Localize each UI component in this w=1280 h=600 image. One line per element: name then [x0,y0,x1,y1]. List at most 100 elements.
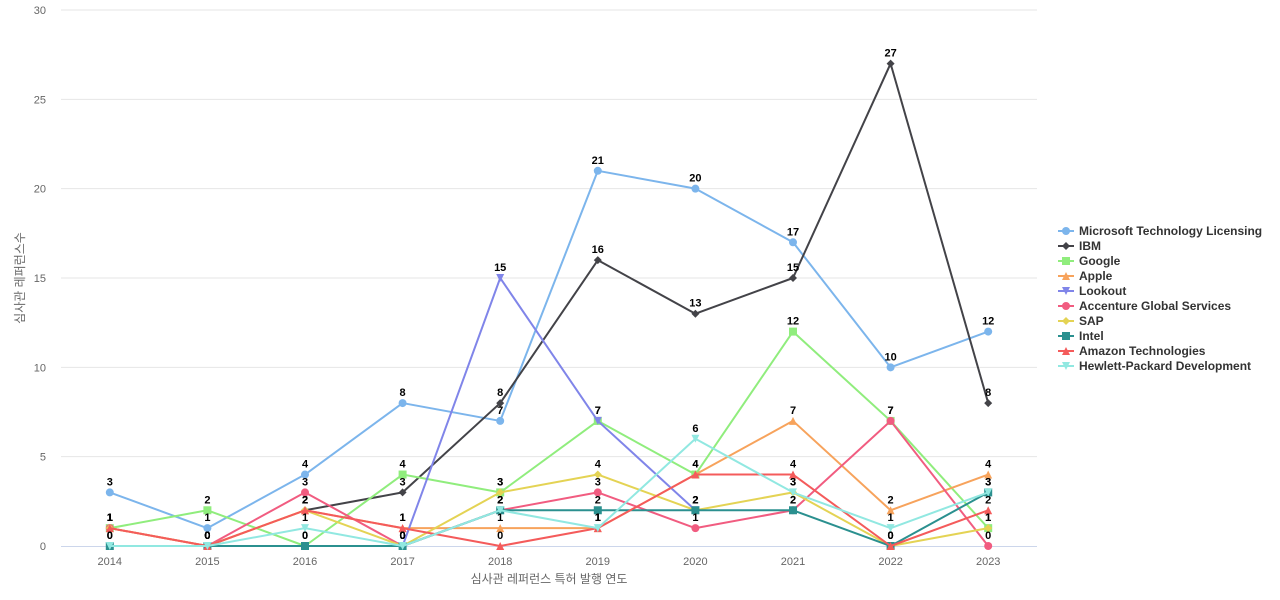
data-point [984,488,993,497]
legend-marker [1062,302,1070,310]
data-point [496,524,505,533]
data-point [886,524,895,533]
legend-item: Hewlett-Packard Development [1058,359,1251,373]
data-point [398,488,407,497]
data-label: 8 [985,387,991,399]
y-tick-label: 20 [34,184,46,196]
legend-marker [1062,347,1070,355]
data-label: 3 [595,476,601,488]
legend-label: Amazon Technologies [1079,344,1206,358]
data-point [886,416,895,425]
x-tick-label: 2022 [878,556,902,568]
data-label: 2 [692,494,698,506]
x-tick-label: 2014 [98,556,122,568]
data-point [691,524,700,533]
data-label: 1 [107,512,113,524]
data-label: 0 [400,530,406,542]
data-point [984,524,993,533]
data-point [593,166,602,175]
data-label: 1 [595,512,601,524]
data-label: 7 [497,405,503,417]
data-label: 2 [790,494,796,506]
data-label: 0 [107,530,113,542]
data-point [984,542,993,550]
data-label: 2 [692,494,698,506]
legend-item: Lookout [1058,284,1126,298]
data-label: 1 [985,512,991,524]
data-label: 2 [985,494,991,506]
data-label: 6 [692,423,698,435]
legend-item: Accenture Global Services [1058,299,1231,313]
data-point [984,506,993,515]
data-point [789,488,797,497]
data-label: 7 [595,405,601,417]
legend-item: Apple [1058,269,1113,283]
data-label: 1 [400,512,406,524]
series-line [109,491,989,547]
data-point [203,542,212,550]
data-label: 0 [888,530,894,542]
data-label: 3 [302,476,308,488]
data-label: 4 [302,459,309,471]
data-point [105,542,114,550]
data-label: 0 [302,530,308,542]
data-point [398,542,407,550]
data-label: 2 [790,494,796,506]
series-lookout [398,274,700,550]
data-label: 2 [302,494,308,506]
data-label: 1 [107,512,113,524]
data-label: 4 [692,459,699,471]
data-label: 2 [302,494,308,506]
data-point [593,506,602,515]
data-label: 0 [107,530,113,542]
series-microsoft-technology-licensing [105,166,993,533]
data-label: 0 [204,530,210,542]
data-label: 1 [107,512,113,524]
y-axis-ticks: 0 5 10 15 20 25 30 [34,5,46,553]
data-label: 0 [888,530,894,542]
legend: Microsoft Technology LicensingIBMGoogleA… [1058,224,1262,373]
x-tick-label: 2023 [976,556,1000,568]
data-point [593,256,602,265]
series-line [109,169,989,530]
data-label: 4 [692,459,699,471]
legend-marker [1062,272,1070,280]
series-ibm [301,59,993,515]
data-label: 0 [204,530,210,542]
data-label: 0 [497,530,503,542]
data-label: 1 [595,512,601,524]
data-point [984,470,993,479]
legend-marker [1062,257,1070,265]
data-point [301,524,309,533]
y-axis-title: 심사관 레퍼런스수 [13,232,27,324]
data-point [203,506,212,515]
data-point [789,416,797,425]
data-point [886,542,895,550]
data-point [789,238,797,247]
data-point [496,488,505,497]
data-point [691,184,700,193]
data-label: 3 [790,476,796,488]
data-label: 1 [985,512,991,524]
y-tick-label: 15 [34,273,46,285]
series-line [109,419,989,547]
grid-lines [61,9,1037,458]
data-label: 27 [884,48,896,60]
legend-marker [1062,317,1070,325]
legend-item: SAP [1058,314,1104,328]
data-label: 1 [497,512,503,524]
x-tick-label: 2017 [390,556,414,568]
data-label: 10 [884,351,896,363]
legend-label: Apple [1079,269,1113,283]
data-label: 1 [888,512,894,524]
data-point [105,524,114,533]
data-label: 0 [400,530,406,542]
legend-label: Hewlett-Packard Development [1079,359,1251,373]
data-point [593,416,602,425]
legend-label: Microsoft Technology Licensing [1079,224,1262,238]
data-label: 4 [985,459,992,471]
data-label: 3 [497,476,503,488]
data-label: 2 [888,494,894,506]
x-axis-title: 심사관 레퍼런스 특허 발행 연도 [471,571,628,586]
data-point [886,363,895,372]
